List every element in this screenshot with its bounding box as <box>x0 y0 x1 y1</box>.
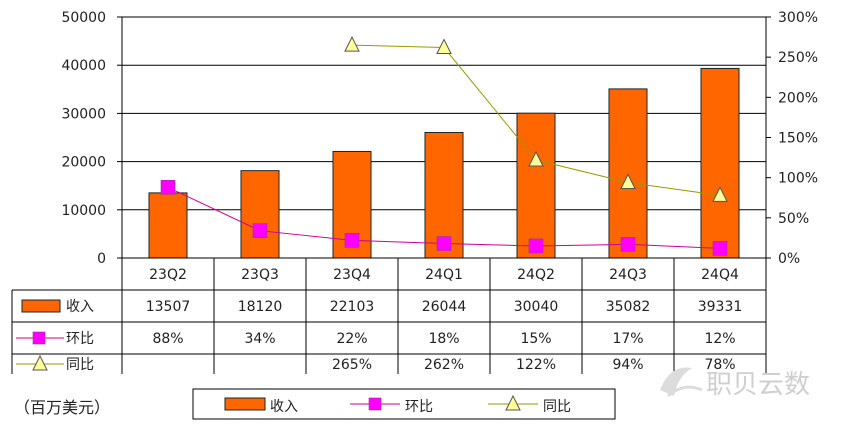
legend-key-bar <box>224 397 266 411</box>
legend-key-huanbi-marker <box>368 397 382 411</box>
table-key-bar <box>21 299 61 313</box>
y-right-tick-label: 150% <box>778 131 818 147</box>
y-right-tick-label: 0% <box>778 251 800 267</box>
right-axis: 0% 50% 100% 150% 200% 250% 300% <box>765 10 818 267</box>
table-cell: 13507 <box>146 299 191 315</box>
x-tick-label: 24Q2 <box>517 267 555 283</box>
y-left-tick-label: 0 <box>97 251 106 267</box>
point-huanbi-24Q2 <box>528 238 544 254</box>
table-cell: 15% <box>520 331 551 347</box>
x-tick-label: 24Q3 <box>609 267 647 283</box>
point-huanbi-23Q3 <box>252 223 268 238</box>
table-cell: 39331 <box>698 299 743 315</box>
y-right-tick-label: 100% <box>778 171 818 187</box>
y-left-tick-label: 30000 <box>61 106 106 122</box>
revenue-bars <box>148 67 740 259</box>
y-left-tick-label: 50000 <box>61 10 106 26</box>
table-cell: 22% <box>336 331 367 347</box>
point-huanbi-24Q1 <box>436 236 452 251</box>
table-cell: 18120 <box>238 299 283 315</box>
point-tongbi-24Q3 <box>620 173 636 189</box>
y-right-tick-label: 250% <box>778 50 818 66</box>
legend: 收入 环比 同比 <box>192 388 616 420</box>
x-tick-label: 24Q1 <box>425 267 463 283</box>
point-huanbi-24Q4 <box>712 241 728 256</box>
legend-label: 同比 <box>543 399 571 415</box>
y-right-tick-label: 300% <box>778 10 818 26</box>
bar-23Q3 <box>240 170 280 259</box>
table-cell: 30040 <box>514 299 559 315</box>
left-axis: 0 10000 20000 30000 40000 50000 <box>61 10 123 267</box>
point-huanbi-23Q2 <box>160 180 176 195</box>
table-cell: 265% <box>332 357 372 373</box>
point-tongbi-23Q4 <box>344 35 360 52</box>
x-tick-label: 23Q4 <box>333 267 371 283</box>
table-row-header: 环比 <box>66 331 94 347</box>
watermark: 职贝云数 <box>706 370 810 400</box>
legend-label: 环比 <box>405 399 433 415</box>
table-cell: 26044 <box>422 299 467 315</box>
table-cell: 12% <box>704 331 735 347</box>
point-tongbi-24Q2 <box>528 150 544 167</box>
table-cell: 17% <box>612 331 643 347</box>
table-key-huanbi-marker <box>32 331 46 345</box>
table-cell: 88% <box>152 331 183 347</box>
legend-key-tongbi-marker <box>505 394 521 411</box>
watermark-logo-icon <box>660 367 703 398</box>
series-lines <box>160 35 728 256</box>
legend-label: 收入 <box>270 399 298 415</box>
point-huanbi-24Q3 <box>620 237 636 252</box>
y-left-tick-label: 20000 <box>61 155 106 171</box>
point-tongbi-24Q1 <box>436 38 452 55</box>
table-cell: 78% <box>704 357 735 373</box>
bar-23Q2 <box>148 192 188 259</box>
y-left-tick-label: 10000 <box>61 203 106 219</box>
table-row-header: 同比 <box>66 357 94 373</box>
y-right-tick-label: 200% <box>778 90 818 106</box>
x-tick-label: 24Q4 <box>701 267 739 283</box>
table-key-tongbi-marker <box>32 354 48 371</box>
data-table: 23Q2 23Q3 23Q4 24Q1 24Q2 24Q3 24Q4 收入 13507 18120… <box>11 257 767 374</box>
point-tongbi-24Q4 <box>712 186 728 202</box>
unit-note: （百万美元） <box>14 398 110 417</box>
y-left-tick-label: 40000 <box>61 58 106 74</box>
point-huanbi-23Q4 <box>344 233 360 248</box>
table-cell: 22103 <box>330 299 375 315</box>
x-tick-label: 23Q3 <box>241 267 279 283</box>
table-cell: 122% <box>516 357 556 373</box>
table-cell: 94% <box>612 357 643 373</box>
table-cell: 262% <box>424 357 464 373</box>
bar-24Q4 <box>700 67 740 259</box>
table-cell: 35082 <box>606 299 651 315</box>
table-cell: 18% <box>428 331 459 347</box>
y-right-tick-label: 50% <box>778 211 809 227</box>
table-row-header: 收入 <box>66 299 94 315</box>
bar-24Q2 <box>516 112 556 259</box>
table-cell: 34% <box>244 331 275 347</box>
x-tick-label: 23Q2 <box>149 267 187 283</box>
